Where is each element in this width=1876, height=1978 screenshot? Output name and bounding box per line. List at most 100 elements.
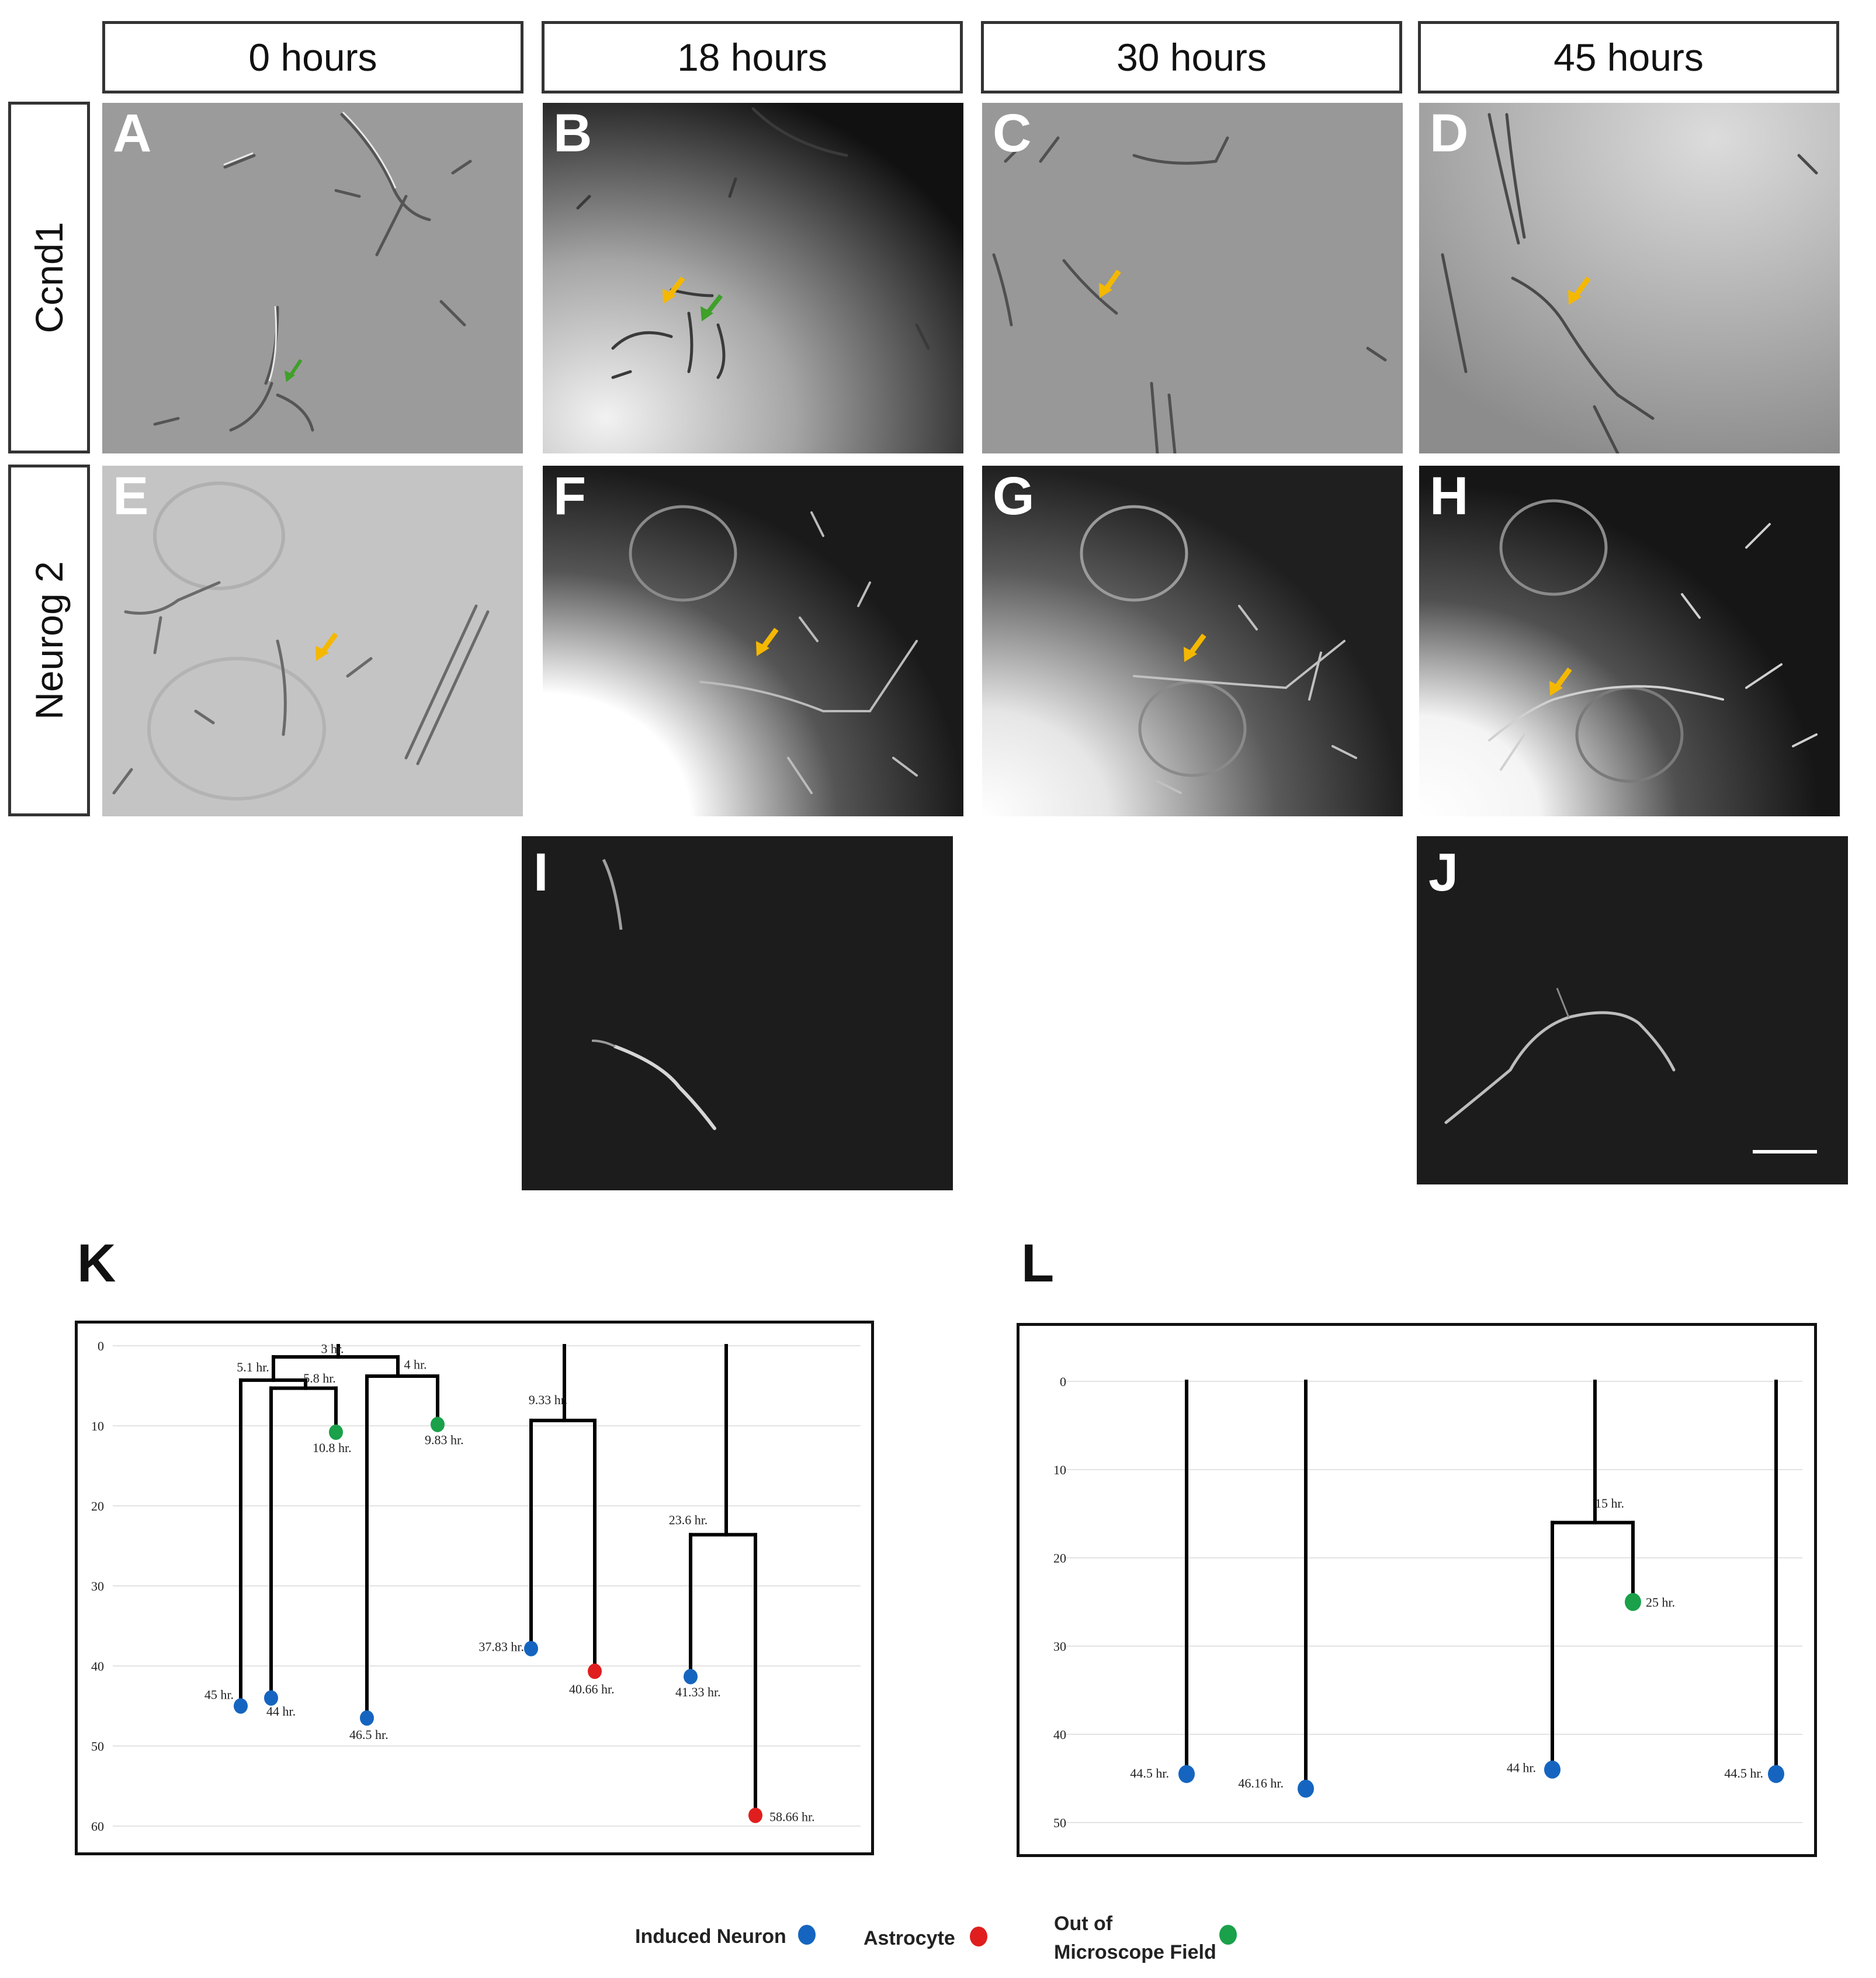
y-tick-label: 50 [91,1739,104,1754]
panel-j-image: J [1417,836,1848,1184]
row-header-ccnd1-label: Ccnd1 [27,221,71,334]
endpoint-out-of-field [431,1416,445,1432]
panel-letter-c: C [993,103,1032,163]
panel-c-image: C [982,103,1403,453]
division-label: 15 hr. [1595,1496,1624,1511]
endpoint-astrocyte [748,1807,762,1823]
endpoint-induced-neuron [360,1710,374,1726]
figure-letter-l: L [1021,1234,1055,1293]
panel-a-cells [153,111,472,432]
panel-letter-i: I [533,843,549,902]
panel-d-image: D [1419,103,1840,453]
y-tick-label: 30 [91,1579,104,1594]
division-label: 9.33 hr. [529,1392,568,1407]
panel-letter-e: E [113,466,149,526]
panel-g-cells [982,466,1403,816]
endpoint-astrocyte [588,1663,602,1679]
panel-letter-h: H [1430,466,1469,526]
endpoint-induced-neuron [684,1669,698,1685]
endpoint-label: 44 hr. [1507,1760,1536,1775]
panel-a-image: A [102,103,523,453]
lineage-chart-k-svg: 0 10 20 30 40 50 60 3 hr. 5.1 hr. 4 hr. 5.8 hr. 9.3… [91,1339,861,1834]
panel-h-image: H [1419,466,1840,816]
row-header-ccnd1: Ccnd1 [8,102,90,453]
legend-dot-induced-neuron [798,1925,816,1945]
panel-f-image: F [543,466,963,816]
panel-g-image: G [982,466,1403,816]
lineage-chart-l: 0 10 20 30 40 50 15 hr. 44.5 hr. 46.16 hr. 44 hr.… [1017,1323,1817,1857]
panel-i-fluorescence [591,858,716,1130]
y-tick-label: 40 [1053,1727,1066,1742]
endpoint-induced-neuron [1768,1765,1784,1783]
endpoint-induced-neuron [1298,1779,1314,1798]
panel-b-image: B [543,103,963,453]
panel-letter-f: F [553,466,587,526]
endpoint-induced-neuron [1178,1765,1195,1783]
endpoint-label: 58.66 hr. [769,1810,815,1824]
endpoint-label: 25 hr. [1646,1595,1675,1610]
lineage-chart-k: 0 10 20 30 40 50 60 3 hr. 5.1 hr. 4 hr. 5.8 hr. 9.3… [75,1321,874,1855]
endpoint-label: 44 hr. [266,1704,296,1719]
y-tick-label: 30 [1053,1639,1066,1654]
endpoint-label: 46.5 hr. [349,1727,389,1742]
panel-j-fluorescence [1444,988,1817,1153]
panel-letter-d: D [1430,103,1469,163]
endpoint-induced-neuron [234,1698,248,1714]
endpoint-induced-neuron [524,1641,538,1657]
figure-letter-k: K [77,1234,116,1293]
y-tick-label: 10 [1053,1463,1066,1477]
endpoint-label: 40.66 hr. [569,1682,615,1696]
endpoint-out-of-field [1625,1593,1641,1611]
endpoint-induced-neuron [264,1690,278,1706]
y-tick-label: 60 [91,1819,104,1834]
legend-label-out-of-field: Out of Microscope Field [1054,1910,1216,1967]
panel-i-image: I [522,836,953,1190]
legend-label-induced-neuron: Induced Neuron [635,1925,786,1948]
endpoint-label: 41.33 hr. [675,1685,721,1699]
y-tick-label: 20 [1053,1551,1066,1565]
division-label: 5.8 hr. [303,1371,336,1385]
column-header-45h: 45 hours [1418,21,1839,93]
panel-letter-a: A [113,103,152,163]
legend-label-out-of-field-line2: Microscope Field [1054,1941,1216,1964]
endpoint-label: 10.8 hr. [313,1440,352,1455]
panel-f-cells [543,466,963,816]
endpoint-label: 44.5 hr. [1724,1766,1763,1780]
legend-dot-astrocyte [970,1927,987,1946]
legend-label-out-of-field-line1: Out of [1054,1913,1113,1935]
row-header-neurog2-label: Neurog 2 [27,561,71,720]
panel-c-cells [992,136,1387,453]
endpoint-out-of-field [329,1424,343,1440]
endpoint-label: 9.83 hr. [425,1433,464,1447]
y-tick-label: 10 [91,1419,104,1433]
y-tick-label: 0 [98,1339,104,1353]
panel-e-cells [112,481,490,801]
panel-letter-b: B [553,103,592,163]
row-header-neurog2: Neurog 2 [8,465,90,816]
column-header-18h: 18 hours [542,21,963,93]
legend-label-astrocyte: Astrocyte [864,1927,955,1949]
column-header-30h: 30 hours [981,21,1402,93]
division-label: 4 hr. [404,1357,426,1372]
division-label: 23.6 hr. [669,1513,708,1527]
panel-e-image: E [102,466,523,816]
column-header-0h: 0 hours [102,21,523,93]
division-label: 5.1 hr. [237,1360,269,1374]
endpoint-label: 46.16 hr. [1238,1776,1284,1790]
endpoint-label: 45 hr. [204,1688,234,1702]
legend-dot-out-of-field [1219,1925,1237,1945]
panel-letter-j: J [1428,843,1459,902]
endpoint-label: 37.83 hr. [478,1639,524,1654]
endpoint-label: 44.5 hr. [1130,1766,1169,1780]
panel-d-cells [1419,103,1840,453]
endpoint-induced-neuron [1544,1761,1561,1779]
lineage-chart-l-svg: 0 10 20 30 40 50 15 hr. 44.5 hr. 46.16 hr. 44 hr.… [1053,1374,1802,1830]
y-tick-label: 40 [91,1659,104,1674]
panel-h-cells [1419,466,1840,816]
y-tick-label: 50 [1053,1816,1066,1830]
y-tick-label: 20 [91,1499,104,1513]
panel-letter-g: G [993,466,1035,526]
panel-b-cells [543,103,963,453]
division-label: 3 hr. [321,1341,344,1356]
y-tick-label: 0 [1060,1374,1066,1389]
